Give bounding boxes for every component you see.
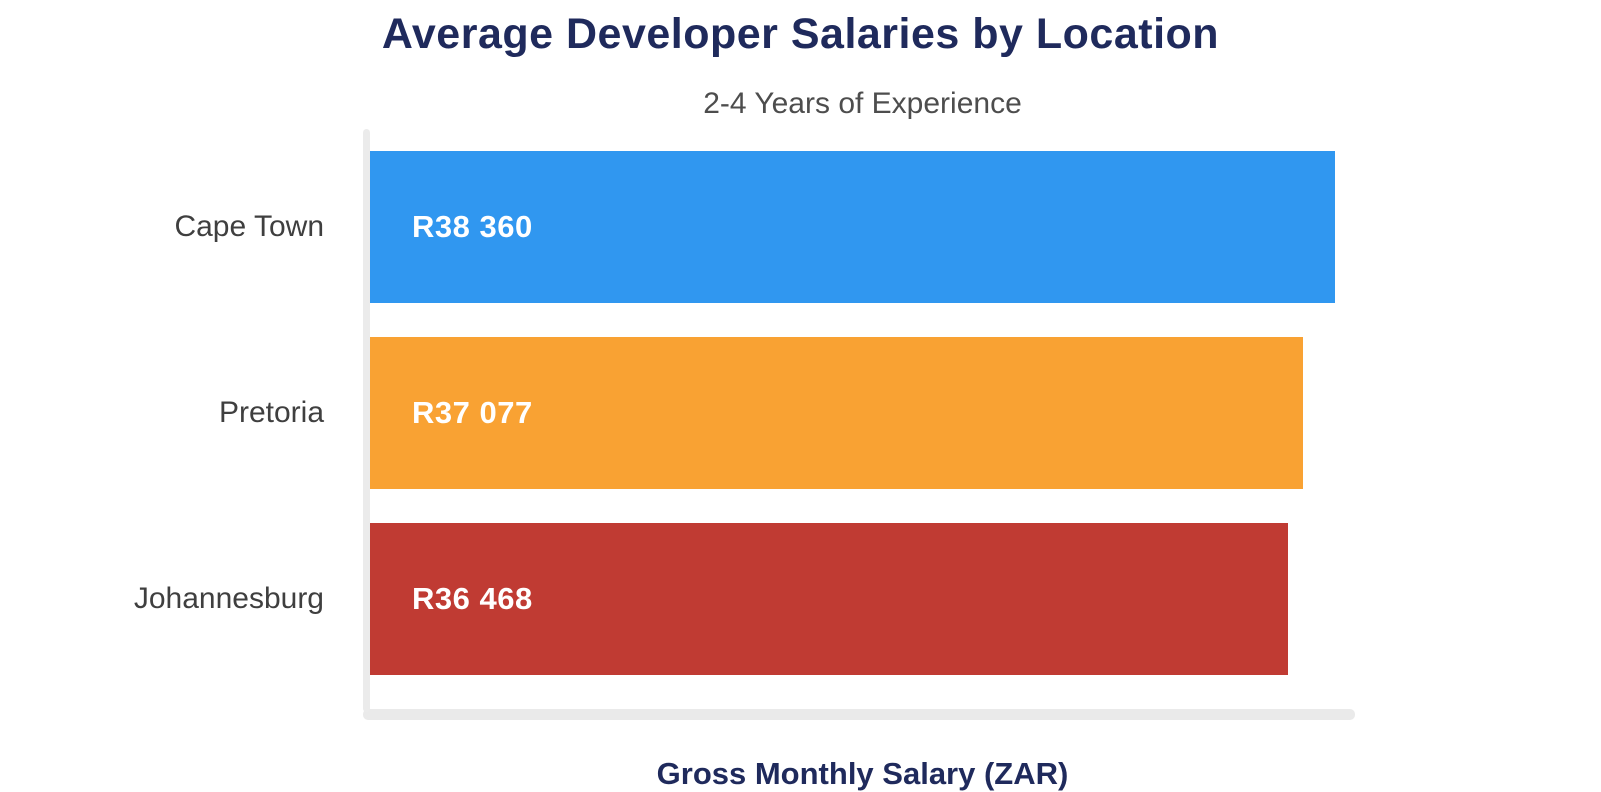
category-label-cape-town: Cape Town <box>174 210 324 243</box>
category-label-pretoria: Pretoria <box>218 396 324 429</box>
bar-row: Johannesburg R36 468 <box>0 523 1601 675</box>
x-axis-line <box>363 709 1355 720</box>
x-axis-label: Gross Monthly Salary (ZAR) <box>656 756 1069 791</box>
bar-value-label: R36 468 <box>412 581 533 616</box>
bar-chart-figure: Average Developer Salaries by Location 2… <box>0 10 1601 791</box>
bar-cape-town: R38 360 <box>370 151 1336 303</box>
bar-track: R38 360 <box>370 151 1355 303</box>
chart-title: Average Developer Salaries by Location <box>381 10 1220 58</box>
bar-track: R37 077 <box>370 337 1355 489</box>
chart-subtitle: 2-4 Years of Experience <box>703 87 1022 120</box>
y-axis-line <box>363 129 370 712</box>
category-label-johannesburg: Johannesburg <box>133 582 324 615</box>
plot-area: Cape Town R38 360 Pretoria R37 077 Johan… <box>0 129 1601 720</box>
bar-row: Cape Town R38 360 <box>0 151 1601 303</box>
bar-pretoria: R37 077 <box>370 337 1303 489</box>
bar-value-label: R38 360 <box>412 209 533 244</box>
bar-track: R36 468 <box>370 523 1355 675</box>
bar-johannesburg: R36 468 <box>370 523 1288 675</box>
bar-value-label: R37 077 <box>412 395 533 430</box>
bar-row: Pretoria R37 077 <box>0 337 1601 489</box>
